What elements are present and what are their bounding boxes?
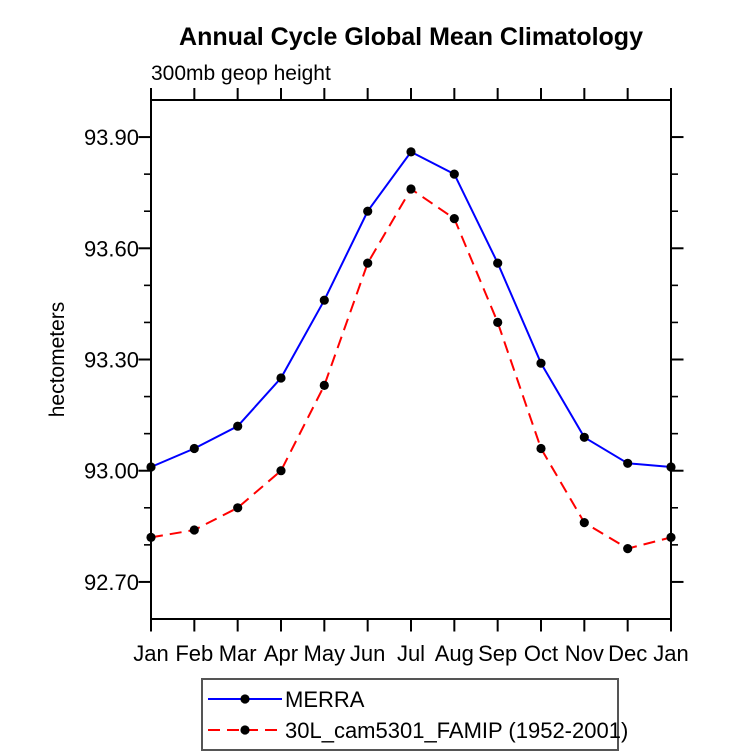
plot-border [150,99,672,620]
data-point-marker [233,503,243,513]
x-tick-label: Oct [524,641,558,666]
legend-label: MERRA [285,687,365,712]
data-point-marker [146,532,156,543]
data-point-marker [363,258,373,268]
chart-title: Annual Cycle Global Mean Climatology [179,23,643,51]
data-point-marker [319,380,329,390]
x-tick-labels: Jan Feb Mar Apr May Jun Jul Aug Sep Oct Nov Dec Jan [133,641,688,666]
x-tick-label: Aug [435,641,474,666]
data-point-marker [536,358,546,368]
data-point-marker [319,295,329,305]
data-point-markers [146,147,676,554]
data-point-marker [276,466,286,476]
chart-subtitle: 300mb geop height [151,62,331,85]
x-tick-label: Apr [264,641,298,666]
legend-marker [240,725,250,735]
legend: MERRA 30L_cam5301_FAMIP (1952-2001) [201,678,628,751]
data-series [150,150,672,550]
y-tick-label: 93.60 [84,236,139,261]
data-point-marker [536,443,546,454]
data-point-marker [493,317,503,327]
x-tick-label: Nov [565,641,604,666]
data-point-marker [623,458,633,468]
y-tick-label: 92.70 [84,570,139,595]
y-axis-label: hectometers [46,302,69,418]
x-tick-label: Sep [478,641,517,666]
data-point-marker [276,373,286,383]
y-tick-label: 93.30 [84,348,139,373]
y-tick-label: 93.00 [84,459,139,484]
legend-box [201,678,619,751]
data-point-marker [449,214,459,224]
data-point-marker [449,169,459,179]
data-point-marker [406,147,416,157]
x-tick-label: Mar [219,641,257,666]
y-tick-label: 93.90 [84,125,139,150]
data-point-marker [406,184,416,194]
axis-ticks [138,88,684,632]
x-tick-label: Jan [133,641,168,666]
data-point-marker [666,462,676,472]
data-point-marker [146,462,156,472]
y-tick-labels: 92.70 93.00 93.30 93.60 93.90 [84,125,139,595]
data-point-marker [579,432,589,442]
data-point-marker [623,544,633,554]
data-point-marker [493,258,503,268]
x-tick-label: Jul [397,641,425,666]
data-point-marker [189,525,199,535]
x-tick-label: Jan [653,641,688,666]
data-point-marker [579,518,589,528]
series-line-30l-cam5301-famip-1952-2001- [150,187,672,550]
series-line-merra [150,150,672,468]
legend-label: 30L_cam5301_FAMIP (1952-2001) [285,718,628,743]
x-tick-label: May [304,641,346,666]
data-point-marker [233,421,243,431]
x-tick-label: Dec [608,641,647,666]
data-point-marker [189,443,199,454]
legend-marker [240,694,250,704]
x-tick-label: Jun [350,641,385,666]
x-tick-label: Feb [175,641,213,666]
data-point-marker [666,532,676,543]
data-point-marker [363,206,373,216]
